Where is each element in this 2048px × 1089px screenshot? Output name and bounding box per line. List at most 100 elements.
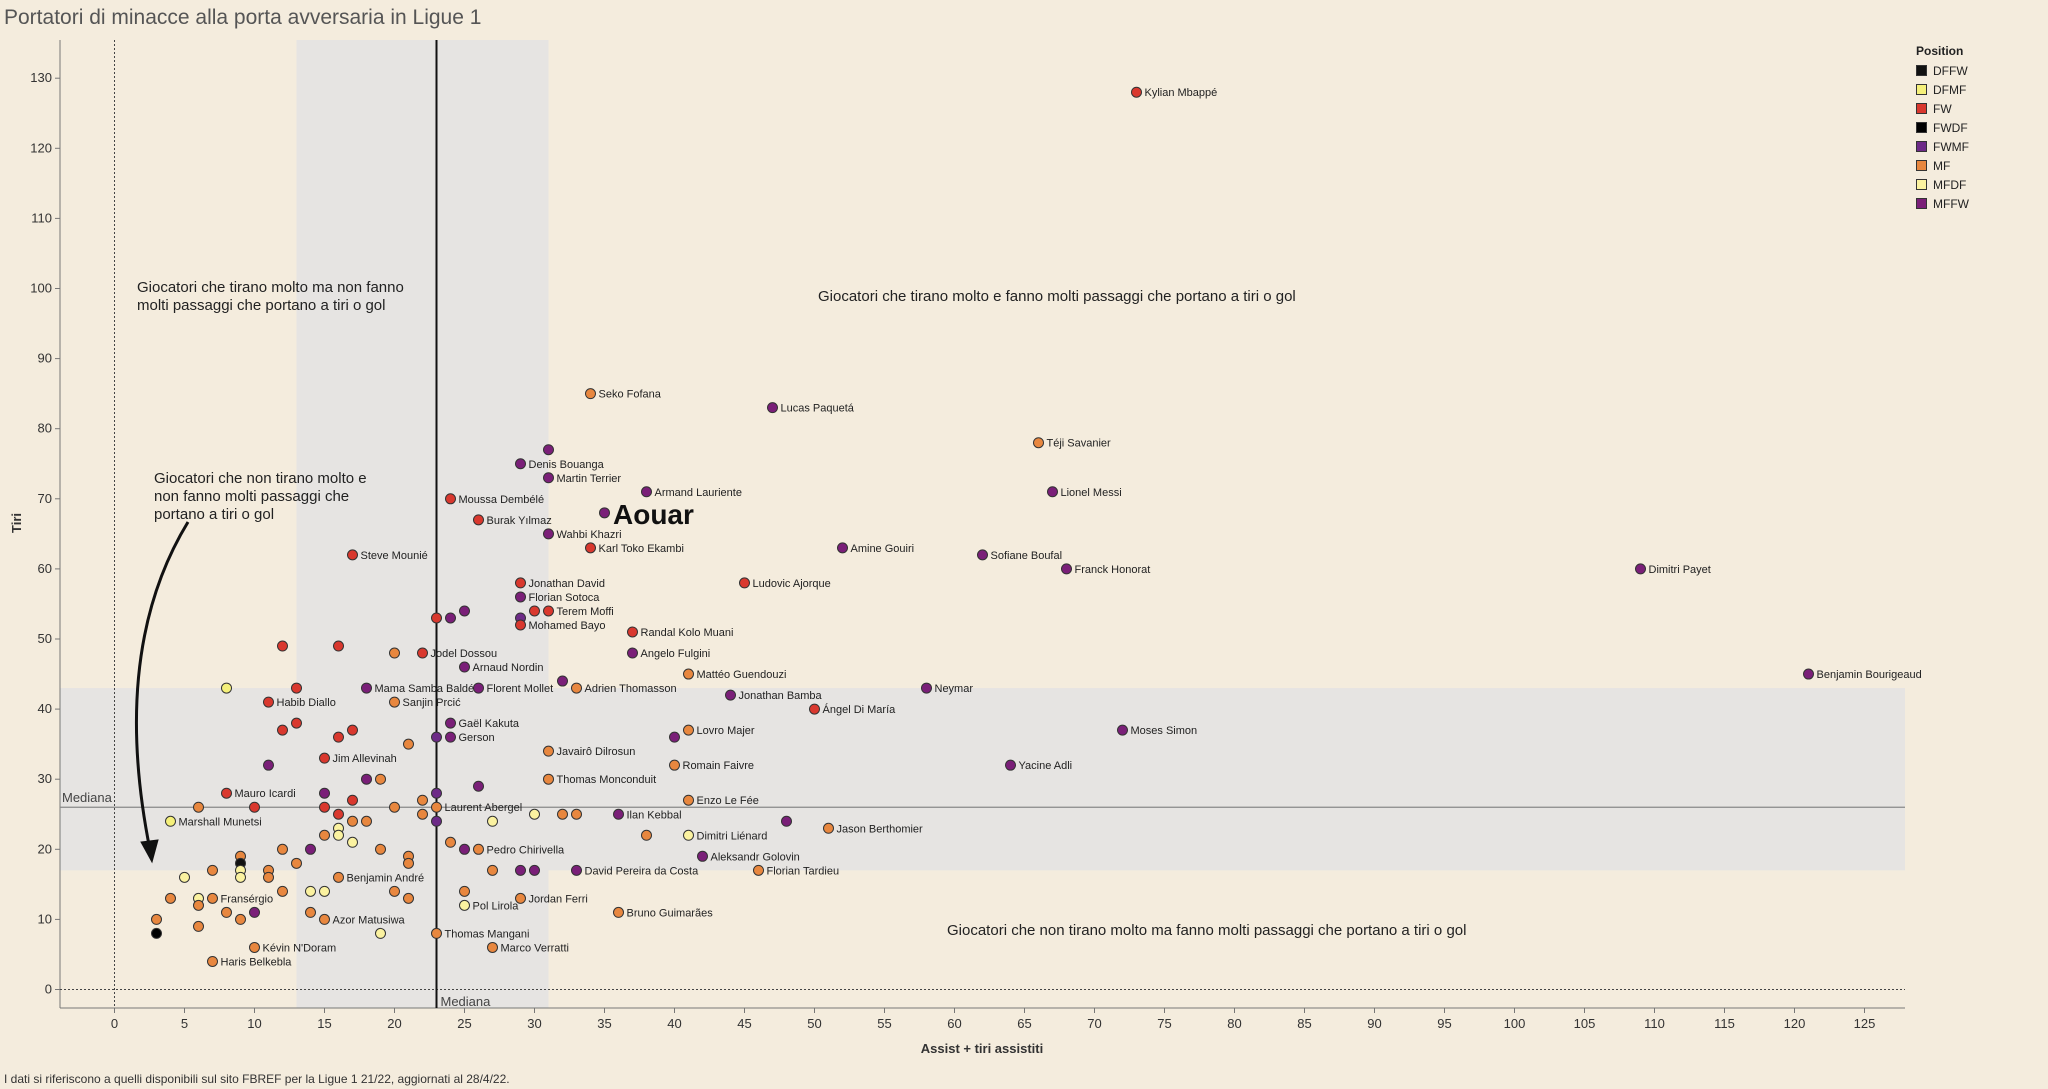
- point-label: Neymar: [935, 683, 974, 695]
- data-point: [207, 955, 218, 967]
- point-label: Bruno Guimarães: [627, 907, 714, 919]
- data-point: [459, 885, 470, 897]
- data-point: [431, 801, 442, 813]
- data-point: [487, 864, 498, 876]
- point-label: Marshall Munetsi: [179, 816, 262, 828]
- data-point: [459, 605, 470, 617]
- data-point: [291, 682, 302, 694]
- legend-item: FWMF: [1916, 137, 1969, 156]
- labels-layer: Kylian Mbappé Dimitri Payet Benjamin Bouri…: [179, 87, 1922, 968]
- point-label: Kylian Mbappé: [1145, 87, 1218, 99]
- x-tick-label: 95: [1437, 1016, 1451, 1031]
- data-point: [221, 906, 232, 918]
- point-label: David Pereira da Costa: [585, 865, 700, 877]
- y-tick-label: 30: [38, 771, 52, 786]
- point-label: Florent Mollet: [487, 683, 554, 695]
- data-point: [361, 773, 372, 785]
- point-label: Javairô Dilrosun: [557, 746, 636, 758]
- x-tick-label: 65: [1017, 1016, 1031, 1031]
- data-point: [823, 822, 834, 834]
- point-label: Jason Berthomier: [837, 823, 924, 835]
- data-point: [627, 626, 638, 638]
- x-tick-label: 35: [597, 1016, 611, 1031]
- data-point: [837, 542, 848, 554]
- legend-label: MFDF: [1933, 177, 1967, 192]
- data-point: [487, 815, 498, 827]
- data-point: [291, 857, 302, 869]
- legend-swatch: [1916, 141, 1927, 152]
- annotation-arrowhead: [140, 839, 159, 864]
- data-point: [557, 675, 568, 687]
- point-label: Terem Moffi: [557, 606, 614, 618]
- point-label: Mattéo Guendouzi: [697, 669, 787, 681]
- data-point: [277, 724, 288, 736]
- data-point: [389, 885, 400, 897]
- data-point: [151, 913, 162, 925]
- data-point: [599, 507, 610, 519]
- annotation-bottom-left: Giocatori che non tirano molto e non fann…: [154, 470, 367, 523]
- data-point: [389, 801, 400, 813]
- y-tick-label: 40: [38, 701, 52, 716]
- data-point: [977, 549, 988, 561]
- data-point: [459, 661, 470, 673]
- point-label: Florian Tardieu: [767, 865, 840, 877]
- data-point: [389, 696, 400, 708]
- point-label: Amine Gouiri: [851, 543, 915, 555]
- annotation-top-right: Giocatori che tirano molto e fanno molti…: [818, 288, 1296, 305]
- data-point: [403, 857, 414, 869]
- data-point: [683, 724, 694, 736]
- point-label: Ilan Kebbal: [627, 809, 682, 821]
- x-tick-label: 10: [247, 1016, 261, 1031]
- x-tick-label: 30: [527, 1016, 541, 1031]
- y-tick-label: 10: [38, 911, 52, 926]
- x-axis-label: Assist + tiri assistiti: [921, 1041, 1043, 1056]
- point-label: Randal Kolo Muani: [641, 627, 734, 639]
- data-point: [487, 941, 498, 953]
- y-tick-label: 130: [30, 70, 52, 85]
- legend-swatch: [1916, 84, 1927, 95]
- data-point: [1635, 563, 1646, 575]
- data-point: [333, 829, 344, 841]
- data-point: [361, 682, 372, 694]
- data-point: [207, 892, 218, 904]
- x-tick-label: 115: [1714, 1016, 1735, 1031]
- point-label: Romain Faivre: [683, 760, 755, 772]
- data-point: [221, 682, 232, 694]
- data-point: [613, 808, 624, 820]
- point-label: Pedro Chirivella: [487, 844, 566, 856]
- data-point: [403, 738, 414, 750]
- data-point: [543, 444, 554, 456]
- data-point: [739, 577, 750, 589]
- x-tick-label: 0: [111, 1016, 118, 1031]
- data-point: [445, 612, 456, 624]
- horizontal-band: [60, 688, 1905, 871]
- point-label: Steve Mounié: [361, 550, 428, 562]
- legend-label: FWDF: [1933, 120, 1968, 135]
- point-label: Martin Terrier: [557, 473, 622, 485]
- data-point: [263, 696, 274, 708]
- data-point: [375, 927, 386, 939]
- point-label: Lucas Paquetá: [781, 403, 855, 415]
- legend-swatch: [1916, 103, 1927, 114]
- data-point: [1047, 486, 1058, 498]
- data-point: [431, 612, 442, 624]
- point-label: Jonathan Bamba: [739, 690, 823, 702]
- data-point: [753, 864, 764, 876]
- x-tick-label: 45: [737, 1016, 751, 1031]
- legend-item: FWDF: [1916, 118, 1969, 137]
- data-point: [459, 843, 470, 855]
- point-label: Armand Lauriente: [655, 487, 742, 499]
- data-point: [515, 458, 526, 470]
- annotations-layer: Aouar Giocatori che tirano molto ma non f…: [135, 279, 1466, 939]
- point-label: Yacine Adli: [1019, 760, 1073, 772]
- data-point: [921, 682, 932, 694]
- point-label: Mauro Icardi: [235, 788, 296, 800]
- point-label: Téji Savanier: [1047, 438, 1112, 450]
- data-point: [375, 773, 386, 785]
- x-tick-label: 5: [181, 1016, 188, 1031]
- data-point: [277, 885, 288, 897]
- point-label: Jordan Ferri: [529, 893, 588, 905]
- y-tick-label: 90: [38, 351, 52, 366]
- data-point: [445, 493, 456, 505]
- data-point: [319, 787, 330, 799]
